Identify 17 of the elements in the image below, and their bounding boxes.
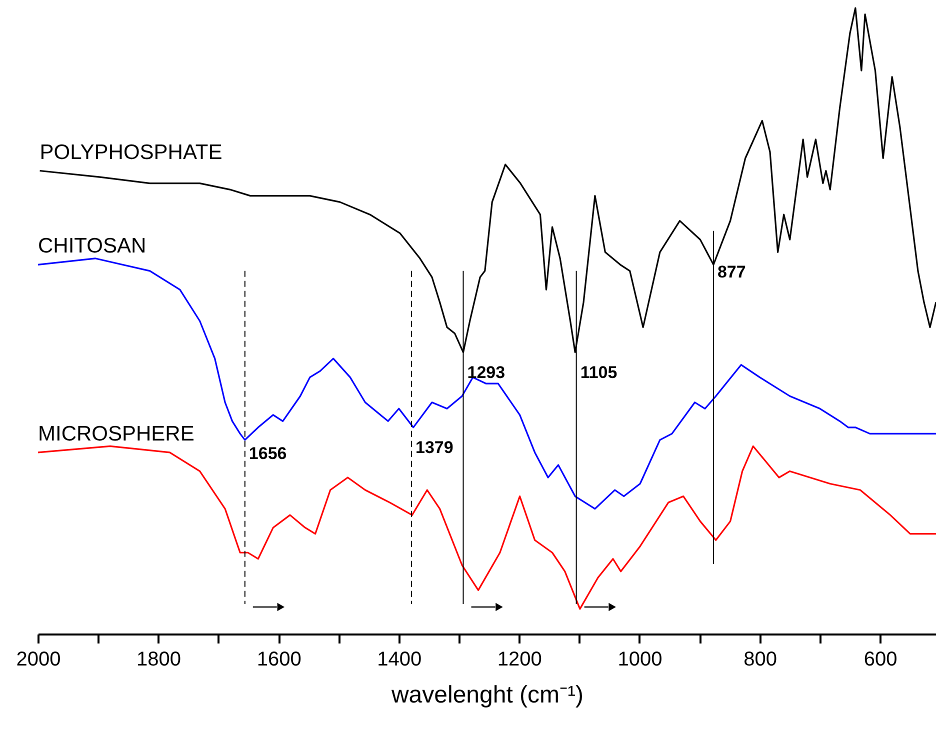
x-tick-label: 2000 bbox=[16, 648, 61, 670]
ref-line-label: 1379 bbox=[416, 438, 454, 457]
x-tick-label: 1400 bbox=[377, 648, 422, 670]
ref-line-label: 1293 bbox=[467, 362, 506, 382]
x-tick-label: 1200 bbox=[497, 648, 542, 670]
x-tick-label: 1000 bbox=[618, 648, 662, 670]
ref-line-label: 1105 bbox=[580, 362, 618, 382]
x-tick-label: 1800 bbox=[136, 648, 182, 670]
series-label: MICROSPHERE bbox=[38, 422, 194, 446]
series-label: CHITOSAN bbox=[38, 234, 146, 258]
x-axis-title: wavelenght (cm⁻¹) bbox=[390, 682, 584, 708]
series-label: POLYPHOSPHATE bbox=[40, 140, 222, 164]
x-tick-label: 1600 bbox=[256, 648, 302, 670]
ref-line-label: 877 bbox=[717, 262, 746, 282]
x-tick-label: 800 bbox=[744, 648, 777, 670]
ref-line-label: 1656 bbox=[248, 444, 287, 464]
x-tick-label: 600 bbox=[864, 648, 898, 670]
